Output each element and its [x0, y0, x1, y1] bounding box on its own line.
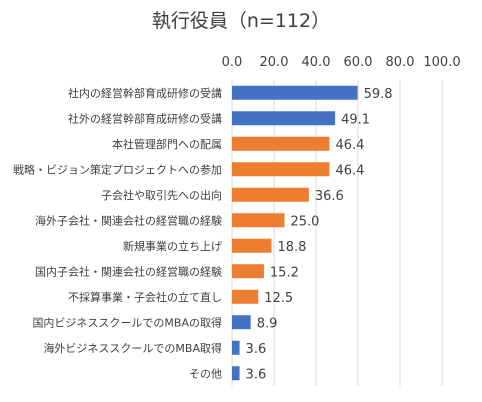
value-label: 12.5 — [264, 291, 293, 306]
bar — [232, 366, 240, 381]
category-label: 海外子会社・関連会社の経営職の経験 — [35, 213, 222, 227]
bar — [232, 315, 251, 330]
x-tick-label: 0.0 — [222, 55, 243, 70]
bar — [232, 111, 336, 126]
x-tick-label: 100.0 — [423, 55, 460, 70]
bar — [232, 162, 330, 177]
label-layer: 0.0 20.0 40.0 60.0 80.0 100.0 社内の経営幹部育成研修の受講 59… — [13, 55, 461, 382]
bar — [232, 289, 259, 304]
category-label: 不採算事業・子会社の立て直し — [68, 290, 222, 304]
value-label: 15.2 — [270, 265, 299, 280]
x-tick-label: 80.0 — [386, 55, 415, 70]
value-label: 46.4 — [335, 163, 364, 178]
category-label: 社内の経営幹部育成研修の受講 — [68, 86, 222, 100]
x-tick-label: 20.0 — [260, 55, 289, 70]
category-label: 戦略・ビジョン策定プロジェクトへの参加 — [13, 162, 222, 176]
category-label: 国内子会社・関連会社の経営職の経験 — [35, 264, 222, 278]
value-label: 3.6 — [246, 367, 267, 382]
bar — [232, 213, 285, 228]
value-label: 3.6 — [246, 342, 267, 357]
bar-layer — [232, 85, 358, 381]
value-label: 49.1 — [341, 112, 370, 127]
category-label: 子会社や取引先への出向 — [101, 188, 222, 202]
category-label: 海外ビジネススクールでのMBA取得 — [43, 341, 222, 355]
bar — [232, 238, 272, 253]
grid-layer — [231, 80, 443, 386]
value-label: 8.9 — [257, 316, 278, 331]
category-label: その他 — [189, 367, 222, 380]
value-label: 36.6 — [315, 189, 344, 204]
category-label: 本社管理部門への配属 — [112, 137, 222, 151]
bar — [232, 187, 309, 202]
x-tick-label: 40.0 — [302, 55, 331, 70]
bar — [232, 340, 240, 355]
category-label: 社外の経営幹部育成研修の受講 — [68, 111, 222, 125]
bar — [232, 264, 264, 279]
value-label: 59.8 — [364, 87, 393, 102]
category-label: 国内ビジネススクールでのMBAの取得 — [32, 315, 222, 329]
x-tick-label: 60.0 — [344, 55, 373, 70]
value-label: 46.4 — [335, 138, 364, 153]
bar — [232, 85, 358, 100]
bar — [232, 136, 330, 151]
category-label: 新規事業の立ち上げ — [123, 239, 222, 253]
chart-title: 執行役員（n=112） — [151, 10, 331, 32]
value-label: 25.0 — [291, 214, 320, 229]
value-label: 18.8 — [277, 240, 306, 255]
